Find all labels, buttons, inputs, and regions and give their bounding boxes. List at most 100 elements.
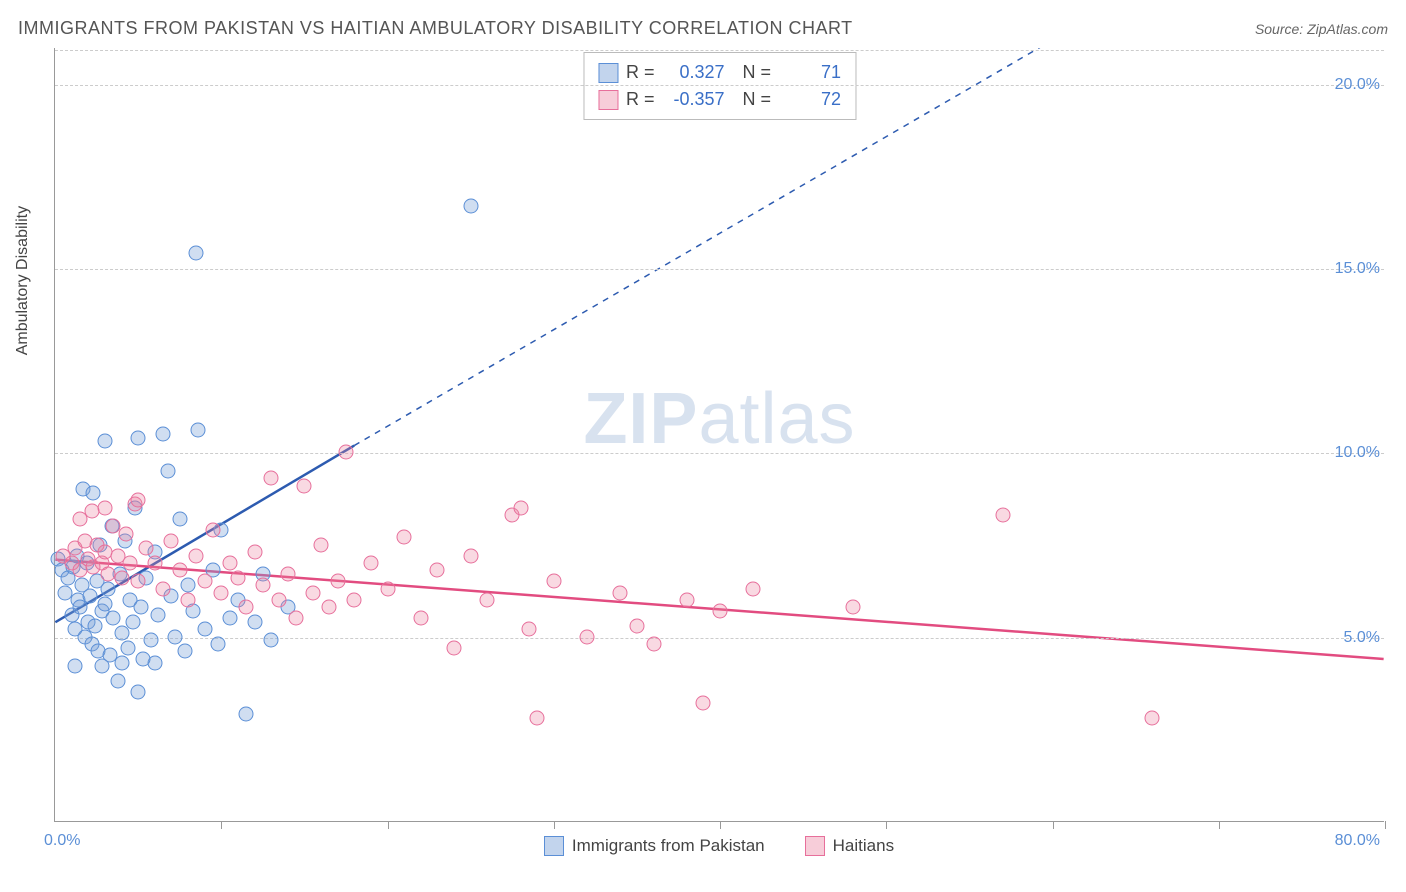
y-tick-label: 10.0% (1335, 444, 1386, 462)
trend-lines (55, 48, 1384, 821)
data-point (210, 637, 225, 652)
legend-item: Immigrants from Pakistan (544, 836, 765, 856)
data-point (530, 710, 545, 725)
data-point (330, 574, 345, 589)
data-point (151, 607, 166, 622)
data-point (84, 504, 99, 519)
data-point (247, 614, 262, 629)
n-value: 71 (779, 59, 841, 86)
x-tick (221, 821, 222, 829)
data-point (546, 574, 561, 589)
data-point (86, 485, 101, 500)
legend-swatch (544, 836, 564, 856)
data-point (322, 600, 337, 615)
x-tick (388, 821, 389, 829)
data-point (239, 600, 254, 615)
data-point (67, 659, 82, 674)
x-tick (1053, 821, 1054, 829)
data-point (280, 567, 295, 582)
data-point (347, 592, 362, 607)
data-point (846, 600, 861, 615)
data-point (134, 600, 149, 615)
data-point (197, 574, 212, 589)
data-point (106, 611, 121, 626)
x-tick (1219, 821, 1220, 829)
x-tick (720, 821, 721, 829)
data-point (222, 611, 237, 626)
data-point (205, 522, 220, 537)
gridline (55, 638, 1384, 639)
data-point (97, 434, 112, 449)
y-tick-label: 15.0% (1335, 260, 1386, 278)
r-label: R = (626, 86, 655, 113)
data-point (177, 644, 192, 659)
data-point (995, 508, 1010, 523)
data-point (167, 629, 182, 644)
legend-swatch (805, 836, 825, 856)
data-point (172, 563, 187, 578)
data-point (222, 556, 237, 571)
data-point (82, 589, 97, 604)
data-point (94, 659, 109, 674)
data-point (264, 471, 279, 486)
data-point (463, 548, 478, 563)
data-point (264, 633, 279, 648)
data-point (338, 445, 353, 460)
data-point (314, 537, 329, 552)
data-point (156, 427, 171, 442)
data-point (197, 622, 212, 637)
data-point (97, 596, 112, 611)
r-label: R = (626, 59, 655, 86)
data-point (363, 556, 378, 571)
data-point (289, 611, 304, 626)
data-point (156, 581, 171, 596)
n-value: 72 (779, 86, 841, 113)
data-point (255, 578, 270, 593)
data-point (121, 640, 136, 655)
data-point (181, 578, 196, 593)
data-point (380, 581, 395, 596)
data-point (447, 640, 462, 655)
data-point (214, 585, 229, 600)
data-point (629, 618, 644, 633)
data-point (679, 592, 694, 607)
gridline (55, 85, 1384, 86)
data-point (147, 556, 162, 571)
data-point (521, 622, 536, 637)
data-point (136, 651, 151, 666)
data-point (230, 570, 245, 585)
chart-title: IMMIGRANTS FROM PAKISTAN VS HAITIAN AMBU… (18, 18, 853, 39)
data-point (131, 493, 146, 508)
data-point (161, 463, 176, 478)
data-point (172, 511, 187, 526)
data-point (114, 655, 129, 670)
data-point (480, 592, 495, 607)
data-point (430, 563, 445, 578)
data-point (189, 246, 204, 261)
data-point (397, 530, 412, 545)
data-point (87, 618, 102, 633)
source-credit: Source: ZipAtlas.com (1255, 21, 1388, 37)
gridline (55, 453, 1384, 454)
data-point (119, 526, 134, 541)
data-point (114, 626, 129, 641)
data-point (181, 592, 196, 607)
data-point (190, 423, 205, 438)
r-value: -0.357 (663, 86, 725, 113)
data-point (613, 585, 628, 600)
legend-item: Haitians (805, 836, 894, 856)
legend-swatch (598, 63, 618, 83)
y-tick-label: 20.0% (1335, 76, 1386, 94)
data-point (131, 685, 146, 700)
data-point (463, 198, 478, 213)
data-point (696, 696, 711, 711)
stats-legend: R =0.327N =71R =-0.357N =72 (583, 52, 856, 120)
data-point (1145, 710, 1160, 725)
x-tick (1385, 821, 1386, 829)
data-point (272, 592, 287, 607)
data-point (297, 478, 312, 493)
watermark: ZIPatlas (583, 378, 855, 460)
plot-area: ZIPatlas R =0.327N =71R =-0.357N =72 5.0… (54, 48, 1384, 822)
r-value: 0.327 (663, 59, 725, 86)
y-tick-label: 5.0% (1344, 629, 1386, 647)
